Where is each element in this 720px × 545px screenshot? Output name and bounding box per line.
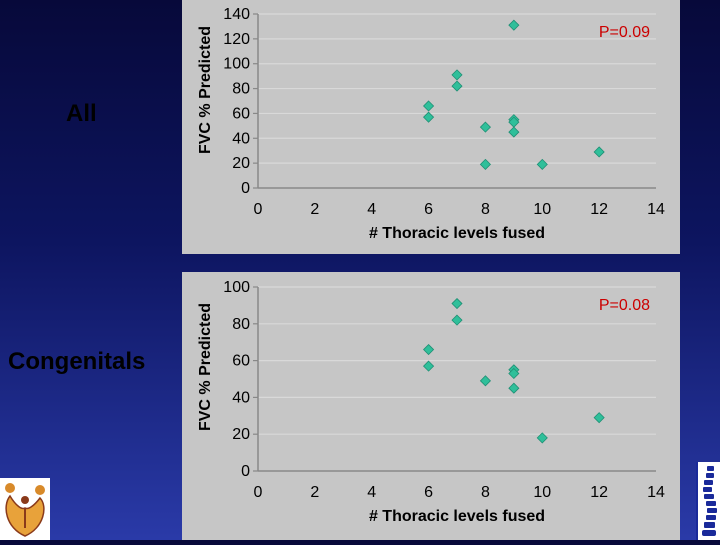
spine-logo-icon bbox=[696, 462, 720, 540]
family-logo-icon bbox=[0, 478, 50, 540]
y-tick-label: 0 bbox=[241, 180, 250, 197]
data-point bbox=[593, 412, 605, 424]
x-tick-label: 12 bbox=[590, 484, 608, 501]
data-point bbox=[479, 121, 491, 133]
data-point bbox=[423, 360, 435, 372]
data-point bbox=[536, 158, 548, 170]
x-tick-label: 14 bbox=[647, 484, 665, 501]
x-tick-label: 6 bbox=[424, 484, 433, 501]
row-label-all: All bbox=[66, 100, 97, 127]
data-point bbox=[423, 343, 435, 356]
p-value-annotation: P=0.08 bbox=[599, 297, 650, 314]
chart-panel-congenitals: 0 20 40 60 80 100 0 2 4 6 8 10 12 14 # Thoracic levels… bbox=[182, 272, 680, 540]
data-point bbox=[451, 297, 463, 310]
x-tick-label: 6 bbox=[424, 201, 433, 218]
row-label-congenitals: Congenitals bbox=[8, 348, 146, 375]
data-point bbox=[479, 158, 491, 170]
data-point bbox=[451, 69, 463, 81]
y-axis-label: FVC % Predicted bbox=[197, 303, 214, 431]
x-tick-label: 8 bbox=[481, 484, 490, 501]
y-tick-label: 100 bbox=[223, 279, 250, 296]
data-point bbox=[593, 146, 605, 158]
data-point bbox=[508, 382, 520, 394]
x-tick-label: 0 bbox=[254, 201, 263, 218]
y-tick-label: 60 bbox=[232, 105, 250, 122]
y-tick-label: 80 bbox=[232, 81, 250, 98]
data-point bbox=[536, 432, 548, 444]
p-value-annotation: P=0.09 bbox=[599, 24, 650, 41]
x-tick-label: 12 bbox=[590, 201, 608, 218]
y-tick-label: 120 bbox=[223, 31, 250, 48]
data-point bbox=[423, 100, 435, 112]
x-tick-label: 8 bbox=[481, 201, 490, 218]
data-point bbox=[423, 111, 435, 123]
y-tick-label: 100 bbox=[223, 56, 250, 73]
y-axis-label: FVC % Predicted bbox=[197, 26, 214, 154]
x-tick-label: 0 bbox=[254, 484, 263, 501]
data-point bbox=[479, 375, 491, 387]
scatter-chart-all: 0 20 40 60 80 100 120 140 0 2 4 6 8 10 12 14 # Thoracic … bbox=[197, 6, 665, 242]
chart-panel-all: 0 20 40 60 80 100 120 140 0 2 4 6 8 10 12 14 # Thoracic … bbox=[182, 0, 680, 254]
x-tick-label: 10 bbox=[533, 484, 551, 501]
x-axis-label: # Thoracic levels fused bbox=[369, 508, 545, 525]
data-point bbox=[508, 126, 520, 138]
scatter-chart-congenitals: 0 20 40 60 80 100 0 2 4 6 8 10 12 14 # Thoracic levels… bbox=[197, 279, 665, 525]
x-tick-label: 4 bbox=[367, 484, 376, 501]
data-point bbox=[508, 19, 520, 31]
data-point bbox=[451, 80, 463, 92]
y-tick-label: 0 bbox=[241, 463, 250, 480]
y-tick-label: 20 bbox=[232, 155, 250, 172]
x-tick-label: 4 bbox=[367, 201, 376, 218]
y-tick-label: 140 bbox=[223, 6, 250, 23]
y-tick-label: 80 bbox=[232, 316, 250, 333]
y-tick-label: 60 bbox=[232, 353, 250, 370]
y-tick-label: 40 bbox=[232, 389, 250, 406]
x-tick-label: 2 bbox=[310, 201, 319, 218]
y-tick-label: 20 bbox=[232, 426, 250, 443]
x-tick-label: 14 bbox=[647, 201, 665, 218]
x-tick-label: 2 bbox=[310, 484, 319, 501]
x-axis-label: # Thoracic levels fused bbox=[369, 225, 545, 242]
y-tick-label: 40 bbox=[232, 130, 250, 147]
data-point bbox=[508, 367, 520, 380]
data-point bbox=[451, 314, 463, 326]
x-tick-label: 10 bbox=[533, 201, 551, 218]
